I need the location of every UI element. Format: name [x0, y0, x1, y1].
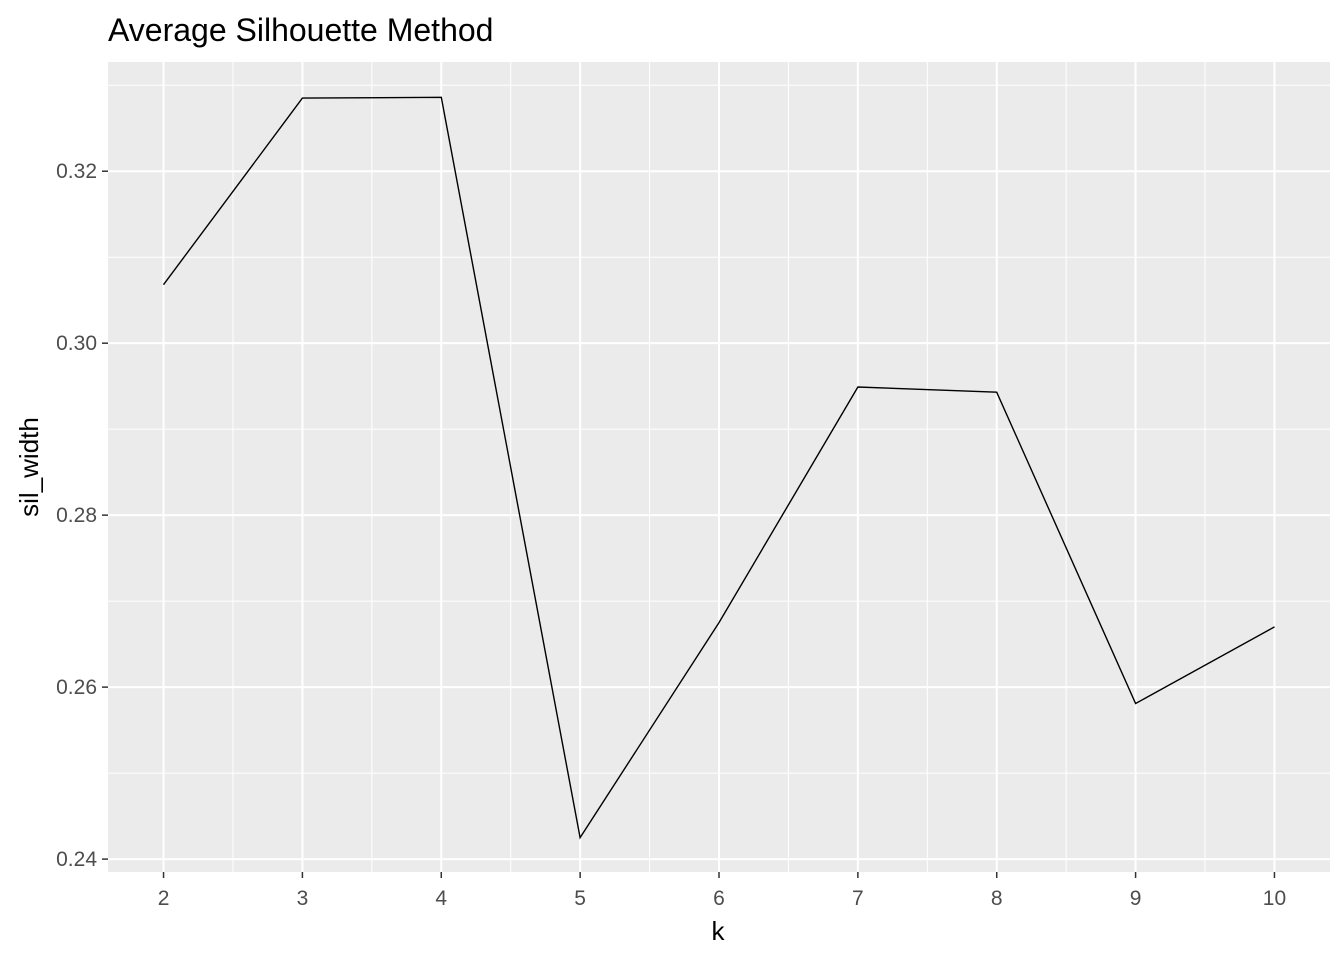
x-tick-label: 10 — [1263, 887, 1286, 910]
x-axis-title: k — [712, 916, 726, 946]
y-axis-ticks: 0.24 0.26 0.28 0.30 0.32 — [56, 160, 108, 871]
y-tick-label: 0.30 — [56, 332, 97, 355]
x-tick-label: 5 — [574, 887, 586, 910]
x-tick-label: 4 — [435, 887, 447, 910]
x-tick-label: 3 — [297, 887, 309, 910]
x-tick-label: 9 — [1130, 887, 1142, 910]
y-axis-title: sil_width — [14, 417, 44, 517]
major-gridlines — [108, 62, 1330, 872]
y-tick-label: 0.24 — [56, 848, 97, 871]
chart-title: Average Silhouette Method — [108, 12, 493, 48]
x-tick-label: 7 — [852, 887, 864, 910]
y-tick-label: 0.26 — [56, 676, 97, 699]
y-tick-label: 0.32 — [56, 160, 97, 183]
x-tick-label: 6 — [713, 887, 725, 910]
x-tick-label: 8 — [991, 887, 1003, 910]
x-axis-ticks: 2 3 4 5 6 7 8 9 10 — [158, 872, 1286, 910]
y-tick-label: 0.28 — [56, 504, 97, 527]
sil-width-line — [162, 96, 1275, 840]
x-tick-label: 2 — [158, 887, 170, 910]
